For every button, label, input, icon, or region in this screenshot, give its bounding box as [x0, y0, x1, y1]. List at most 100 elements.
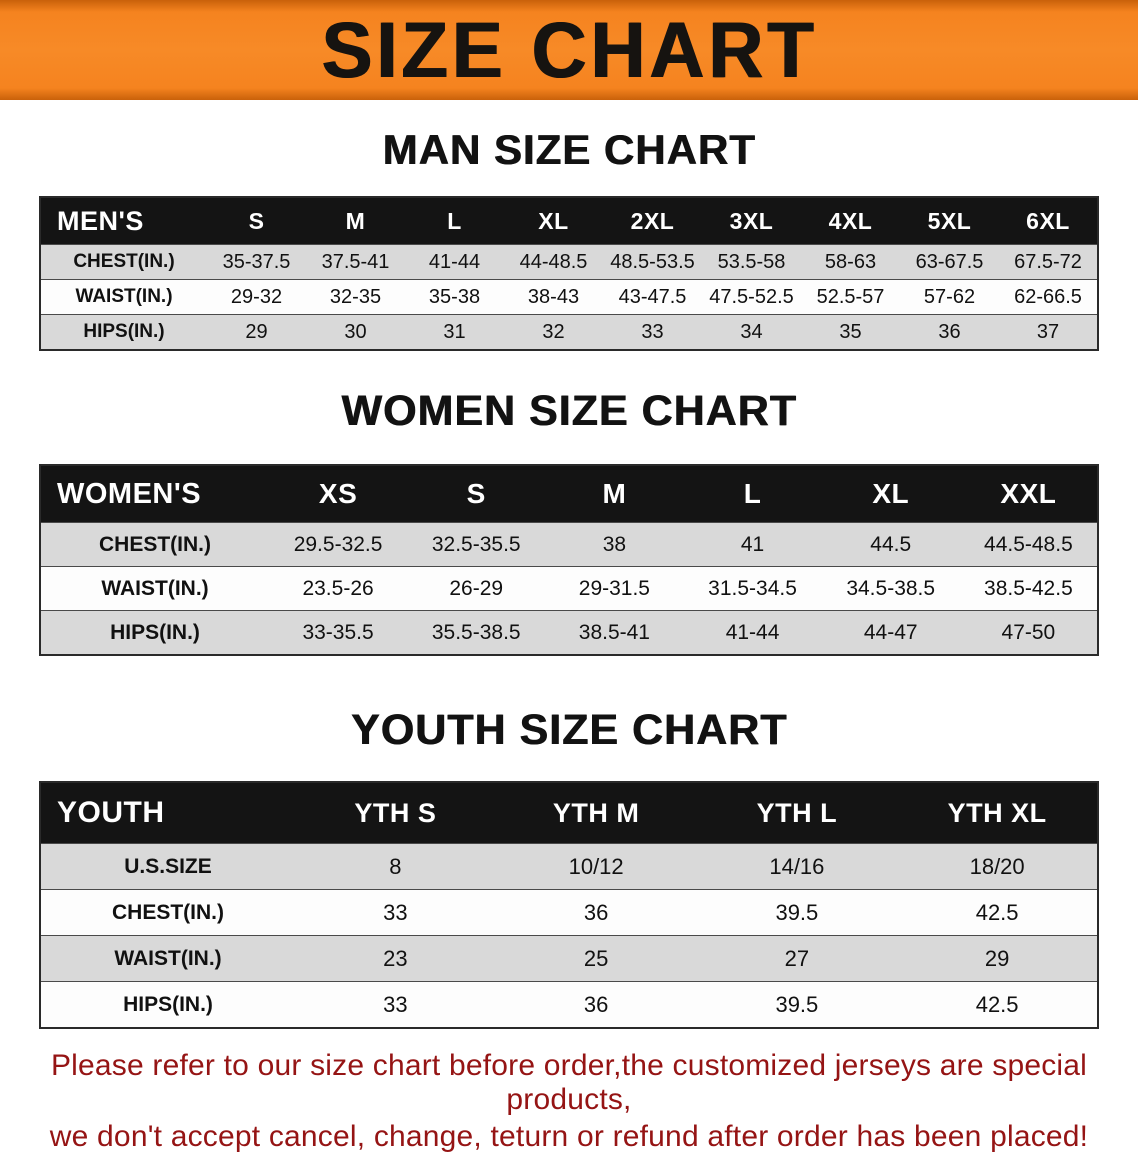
size-value-cell: 27: [784, 945, 810, 971]
size-value-cell: 57-62: [923, 285, 976, 308]
size-value-cell: 35: [839, 320, 862, 343]
row-label-cell: HIPS(IN.): [123, 992, 213, 1016]
size-header-cell: YTH S: [295, 782, 496, 844]
table-header-row: WOMEN'S XS S M L XL XXL: [40, 465, 1098, 523]
size-header-cell: YTH L: [696, 782, 898, 844]
size-value-cell: 63-67.5: [915, 250, 984, 273]
womens-size-table: WOMEN'S XS S M L XL XXL CHEST(IN.) 29.5-32.5 32.5…: [39, 464, 1099, 656]
size-header-cell: XS: [269, 465, 408, 523]
table-row: WAIST(IN.) 23.5-26 26-29 29-31.5 31.5-34.5 34…: [40, 566, 1098, 611]
size-header-cell: XL: [821, 465, 960, 523]
size-value-cell: 34: [740, 320, 763, 343]
row-label-cell: CHEST(IN.): [73, 251, 175, 272]
size-value-cell: 48.5-53.5: [610, 250, 695, 273]
size-value-cell: 44.5-48.5: [984, 532, 1073, 556]
size-value-cell: 39.5: [775, 899, 819, 925]
size-value-cell: 47.5-52.5: [709, 285, 794, 308]
mens-size-table: MEN'S S M L XL 2XL 3XL 4XL 5XL 6XL CHEST(IN.) 35-37…: [39, 196, 1099, 351]
youth-size-table: YOUTH YTH S YTH M YTH L YTH XL U.S.SIZE 8 10/12…: [39, 781, 1099, 1029]
row-label-cell: WAIST(IN.): [114, 946, 222, 970]
row-label-cell: CHEST(IN.): [112, 900, 224, 924]
size-value-cell: 36: [583, 899, 609, 925]
size-value-cell: 32-35: [329, 285, 382, 308]
size-value-cell: 37: [1036, 320, 1060, 343]
size-value-cell: 29.5-32.5: [293, 532, 383, 556]
size-value-cell: 41: [740, 532, 765, 556]
size-header-cell: L: [405, 197, 504, 245]
size-value-cell: 29: [245, 320, 268, 343]
women-size-chart-heading: WOMEN SIZE CHART: [341, 387, 797, 435]
size-value-cell: 37.5-41: [321, 250, 390, 273]
table-row: HIPS(IN.) 33-35.5 35.5-38.5 38.5-41 41-44 44-…: [40, 610, 1098, 655]
table-row: WAIST(IN.) 29-32 32-35 35-38 38-43 43-47.5 47.…: [40, 279, 1098, 315]
size-value-cell: 10/12: [568, 853, 624, 879]
size-value-cell: 38.5-41: [578, 620, 650, 644]
size-value-cell: 32: [542, 320, 565, 343]
size-value-cell: 41-44: [428, 250, 481, 273]
size-value-cell: 29: [984, 945, 1010, 971]
size-header-cell: 3XL: [702, 197, 801, 245]
size-value-cell: 43-47.5: [618, 285, 687, 308]
row-label-cell: WAIST(IN.): [75, 286, 173, 307]
table-title-cell: WOMEN'S: [40, 465, 269, 523]
size-value-cell: 38-43: [527, 285, 580, 308]
size-chart-banner: SIZE CHART: [0, 0, 1138, 100]
size-value-cell: 31: [443, 320, 466, 343]
order-notice: Please refer to our size chart before or…: [0, 1049, 1138, 1154]
size-value-cell: 41-44: [725, 620, 780, 644]
row-label-cell: WAIST(IN.): [101, 576, 209, 600]
size-header-cell: YTH XL: [897, 782, 1098, 844]
size-value-cell: 14/16: [769, 853, 825, 879]
table-row: CHEST(IN.) 33 36 39.5 42.5: [40, 889, 1098, 936]
size-value-cell: 67.5-72: [1014, 250, 1082, 273]
size-value-cell: 23.5-26: [302, 576, 374, 600]
table-row: CHEST(IN.) 35-37.5 37.5-41 41-44 44-48.5 48.5…: [40, 244, 1098, 280]
size-value-cell: 44.5: [870, 532, 912, 556]
size-value-cell: 38: [602, 532, 627, 556]
size-value-cell: 30: [344, 320, 367, 343]
table-row: HIPS(IN.) 33 36 39.5 42.5: [40, 981, 1098, 1028]
size-value-cell: 34.5-38.5: [846, 576, 936, 600]
size-value-cell: 53.5-58: [717, 250, 786, 273]
size-value-cell: 26-29: [449, 576, 504, 600]
size-header-cell: 2XL: [603, 197, 702, 245]
size-value-cell: 42.5: [975, 899, 1019, 925]
size-header-cell: 6XL: [999, 197, 1098, 245]
size-header-cell: 4XL: [801, 197, 900, 245]
size-value-cell: 23: [383, 945, 408, 971]
size-header-cell: YTH M: [495, 782, 697, 844]
size-header-cell: XXL: [959, 465, 1098, 523]
table-row: HIPS(IN.) 29 30 31 32 33 34 35 36 37: [40, 314, 1098, 350]
size-value-cell: 36: [938, 320, 961, 343]
size-header-cell: M: [545, 465, 684, 523]
man-size-chart-heading: MAN SIZE CHART: [382, 126, 756, 173]
size-value-cell: 25: [583, 945, 609, 971]
size-value-cell: 52.5-57: [816, 285, 885, 308]
row-label-cell: CHEST(IN.): [99, 532, 211, 556]
size-header-cell: M: [306, 197, 405, 245]
table-header-row: YOUTH YTH S YTH M YTH L YTH XL: [40, 782, 1098, 844]
youth-size-chart-heading: YOUTH SIZE CHART: [350, 706, 788, 754]
size-value-cell: 8: [389, 853, 402, 879]
size-value-cell: 35-37.5: [222, 250, 291, 273]
row-label-cell: HIPS(IN.): [110, 620, 200, 644]
size-value-cell: 38.5-42.5: [984, 576, 1073, 600]
notice-line-2: we don't accept cancel, change, teturn o…: [49, 1120, 1089, 1153]
size-value-cell: 44-48.5: [519, 250, 588, 273]
size-header-cell: S: [207, 197, 306, 245]
size-value-cell: 33: [383, 899, 408, 925]
size-value-cell: 44-47: [863, 620, 918, 644]
row-label-cell: HIPS(IN.): [83, 321, 165, 342]
size-header-cell: 5XL: [900, 197, 999, 245]
size-header-cell: L: [683, 465, 822, 523]
size-value-cell: 18/20: [969, 853, 1025, 879]
size-value-cell: 31.5-34.5: [708, 576, 797, 600]
table-title-cell: YOUTH: [40, 782, 295, 844]
table-row: CHEST(IN.) 29.5-32.5 32.5-35.5 38 41 44.5 44.5…: [40, 522, 1098, 567]
size-header-cell: XL: [504, 197, 603, 245]
table-row: WAIST(IN.) 23 25 27 29: [40, 935, 1098, 982]
row-label-cell: U.S.SIZE: [124, 854, 212, 878]
size-header-cell: S: [407, 465, 546, 523]
size-value-cell: 33-35.5: [302, 620, 374, 644]
